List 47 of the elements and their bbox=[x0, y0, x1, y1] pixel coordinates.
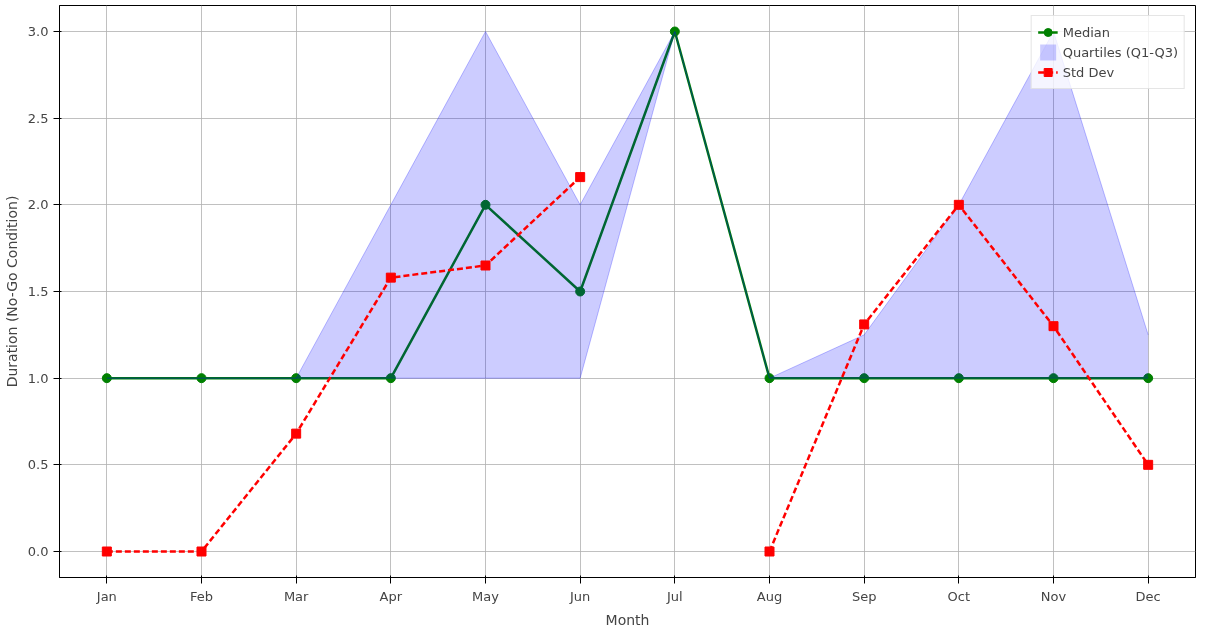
y-tick-label: 3.0 bbox=[27, 24, 49, 39]
point bbox=[385, 272, 396, 283]
x-tick-label: Dec bbox=[1135, 588, 1161, 604]
point bbox=[859, 319, 870, 330]
x-tick-label: Jul bbox=[665, 588, 683, 604]
point bbox=[953, 199, 964, 210]
point bbox=[575, 172, 586, 183]
point bbox=[1143, 459, 1154, 470]
y-tick-label: 0.5 bbox=[27, 457, 49, 473]
x-tick-label: Nov bbox=[1040, 588, 1067, 604]
x-tick-label: Mar bbox=[283, 588, 310, 604]
legend-label: Median bbox=[1062, 24, 1110, 40]
x-axis-title: Month bbox=[605, 611, 650, 628]
y-tick-label: 1.5 bbox=[27, 284, 49, 299]
point bbox=[196, 546, 207, 557]
y-tick-label: 0.0 bbox=[27, 544, 49, 559]
point bbox=[764, 373, 775, 384]
point bbox=[480, 260, 491, 271]
point bbox=[575, 286, 586, 297]
point bbox=[953, 373, 964, 384]
point bbox=[859, 373, 870, 384]
point bbox=[101, 546, 112, 557]
y-tick-label: 2.5 bbox=[27, 110, 49, 126]
x-tick-label: May bbox=[472, 588, 500, 604]
point bbox=[291, 373, 302, 384]
point bbox=[1143, 373, 1154, 384]
point bbox=[1048, 321, 1059, 332]
point bbox=[101, 373, 112, 384]
point bbox=[764, 546, 775, 557]
legend-label: Std Dev bbox=[1062, 64, 1115, 80]
x-tick-label: Apr bbox=[379, 588, 403, 604]
point bbox=[1048, 373, 1059, 384]
point bbox=[291, 428, 302, 439]
legend-label: Quartiles (Q1-Q3) bbox=[1062, 44, 1178, 60]
y-axis-title: Duration (No-Go Condition) bbox=[3, 195, 20, 388]
point bbox=[480, 199, 491, 210]
x-tick-label: Feb bbox=[189, 588, 214, 604]
point bbox=[196, 373, 207, 384]
x-tick-label: Jan bbox=[95, 588, 117, 604]
x-tick-label: Oct bbox=[947, 588, 971, 604]
point bbox=[669, 26, 680, 37]
point bbox=[385, 373, 396, 384]
y-tick-label: 2.0 bbox=[27, 197, 49, 213]
x-tick-label: Jun bbox=[569, 588, 591, 604]
x-tick-label: Aug bbox=[756, 588, 783, 604]
y-tick-label: 1.0 bbox=[27, 370, 49, 386]
x-tick-label: Sep bbox=[851, 588, 877, 604]
